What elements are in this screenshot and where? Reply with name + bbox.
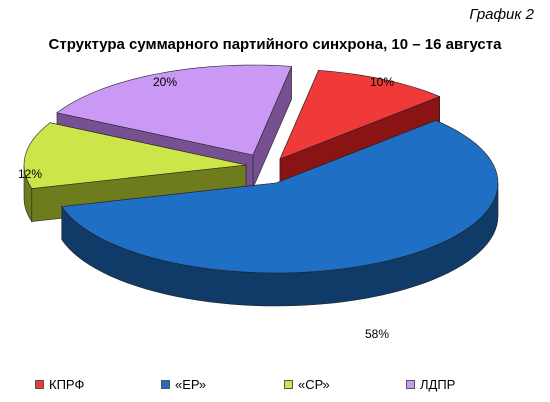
data-label-kprf: 10% bbox=[370, 75, 394, 89]
legend-label-ldpr: ЛДПР bbox=[420, 377, 456, 392]
legend-item-ldpr: ЛДПР bbox=[406, 377, 455, 392]
legend-swatch-sr bbox=[284, 380, 293, 389]
legend-swatch-ldpr bbox=[406, 380, 415, 389]
legend-item-kprf: КПРФ bbox=[35, 377, 84, 392]
pie-slice-kprf bbox=[279, 70, 441, 160]
legend-label-er: «ЕР» bbox=[175, 377, 207, 392]
legend-swatch-er bbox=[161, 380, 170, 389]
legend-label-sr: «СР» bbox=[298, 377, 330, 392]
data-label-sr: 12% bbox=[18, 167, 42, 181]
legend-swatch-kprf bbox=[35, 380, 44, 389]
data-label-er: 58% bbox=[365, 327, 389, 341]
pie-slice-ldpr bbox=[56, 64, 292, 156]
legend-label-kprf: КПРФ bbox=[49, 377, 85, 392]
pie-slice-sr bbox=[23, 122, 247, 189]
chart-number: График 2 bbox=[469, 6, 534, 23]
pie-slice-er bbox=[61, 120, 499, 274]
legend-item-sr: «СР» bbox=[284, 377, 330, 392]
data-label-ldpr: 20% bbox=[153, 75, 177, 89]
legend-item-er: «ЕР» bbox=[161, 377, 206, 392]
chart-title: Структура суммарного партийного синхрона… bbox=[48, 36, 502, 53]
legend: КПРФ «ЕР» «СР» ЛДПР bbox=[0, 377, 550, 395]
